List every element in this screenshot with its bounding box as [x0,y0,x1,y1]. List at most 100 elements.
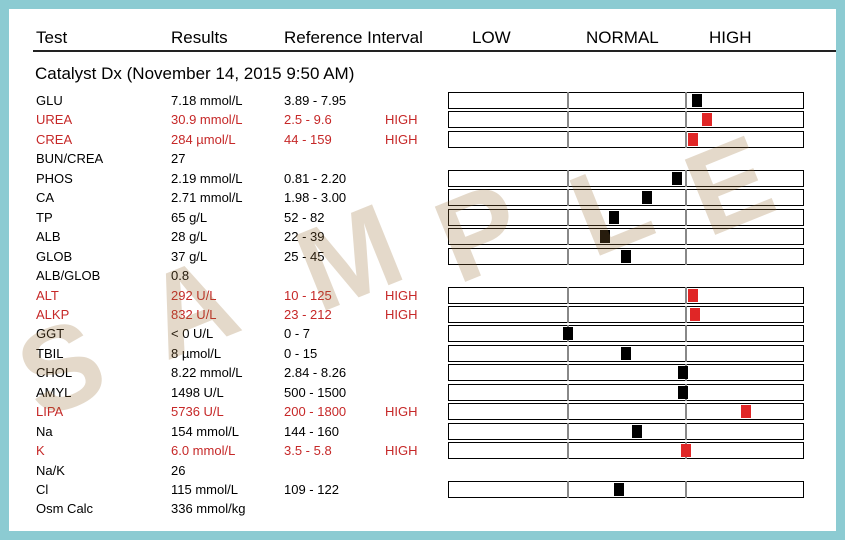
test-result: 1498 U/L [171,384,224,400]
table-row: LIPA 5736 U/L 200 - 1800 HIGH [9,402,836,421]
test-result: < 0 U/L [171,326,214,342]
result-marker [741,405,752,419]
test-name: ALB [36,229,61,245]
column-header-test: Test [36,28,68,47]
table-row: TBIL 8 µmol/L 0 - 15 [9,344,836,363]
range-bar [448,305,804,323]
table-row: TP 65 g/L 52 - 82 [9,208,836,227]
table-row: ALKP 832 U/L 23 - 212 HIGH [9,305,836,324]
column-header-results: Results [171,28,228,47]
range-divider [685,481,687,498]
flag-label: HIGH [385,404,418,420]
range-bar [448,247,804,265]
header-divider [33,50,836,52]
range-divider [685,92,687,109]
range-divider [685,228,687,246]
flag-label: HIGH [385,306,418,322]
test-result: 154 mmol/L [171,423,239,439]
table-row: K 6.0 mmol/L 3.5 - 5.8 HIGH [9,441,836,460]
test-result: 6.0 mmol/L [171,443,236,459]
reference-interval: 22 - 39 [284,229,325,245]
range-bar [448,403,804,421]
table-row: GLOB 37 g/L 25 - 45 [9,247,836,266]
result-marker [672,171,683,185]
range-divider [685,344,687,362]
reference-interval: 0.81 - 2.20 [284,170,347,186]
range-bar [448,422,804,440]
test-name: Osm Calc [36,501,94,517]
range-bar [448,169,804,187]
lab-report: Test Results Reference Interval LOW NORM… [9,9,836,531]
range-divider [567,403,569,421]
table-row: BUN/CREA 27 [9,149,836,168]
range-bar [448,208,804,226]
test-name: UREA [36,112,73,128]
range-divider [567,364,569,382]
result-marker [631,424,642,438]
flag-label: HIGH [385,131,418,147]
test-name: ALKP [36,306,70,322]
test-result: 115 mmol/L [171,482,238,497]
reference-interval: 0 - 7 [284,326,311,342]
reference-interval: 52 - 82 [284,209,325,225]
test-name: CHOL [36,365,73,381]
range-divider [685,403,687,421]
table-row: UREA 30.9 mmol/L 2.5 - 9.6 HIGH [9,110,836,129]
range-divider [685,247,687,265]
column-header-high: HIGH [709,28,752,47]
result-marker [681,444,692,458]
range-divider [567,169,569,187]
reference-interval: 25 - 45 [284,248,325,264]
test-name: ALT [36,287,59,303]
test-name: ALB/GLOB [36,268,101,284]
test-name: K [36,443,45,459]
test-result: 5736 U/L [171,404,224,420]
reference-interval: 200 - 1800 [284,404,347,420]
range-bar [448,344,804,362]
test-name: GLOB [36,248,73,264]
test-result: 8.22 mmol/L [171,365,243,381]
range-bar [448,383,804,401]
test-name: GLU [36,93,63,108]
range-bar [448,189,804,207]
range-divider [685,305,687,323]
result-marker [621,249,631,263]
result-marker [702,113,713,127]
range-divider [567,92,569,109]
reference-interval: 500 - 1500 [284,384,347,400]
test-name: PHOS [36,170,73,186]
test-name: Na/K [36,462,65,478]
flag-label: HIGH [385,112,418,128]
test-name: CREA [36,131,73,147]
test-name: CA [36,190,55,206]
test-result: 832 U/L [171,306,217,322]
range-bar [448,130,804,148]
range-divider [567,344,569,362]
range-divider [685,189,687,207]
range-divider [685,325,687,343]
range-bar [448,228,804,246]
range-divider [567,442,569,460]
result-marker [608,210,619,224]
test-name: GGT [36,326,65,342]
table-row: ALB/GLOB 0.8 [9,266,836,285]
column-header-low: LOW [472,28,511,47]
result-marker [613,483,624,496]
reference-interval: 0 - 15 [284,345,318,361]
test-result: 336 mmol/kg [171,501,246,517]
test-name: Na [36,423,53,439]
table-row: Na 154 mmol/L 144 - 160 [9,422,836,441]
table-row: Cl 115 mmol/L 109 - 122 [9,480,836,499]
test-name: LIPA [36,404,64,420]
table-row: CHOL 8.22 mmol/L 2.84 - 8.26 [9,363,836,382]
reference-interval: 44 - 159 [284,131,332,147]
result-marker [690,307,701,321]
reference-interval: 2.5 - 9.6 [284,112,332,128]
reference-interval: 2.84 - 8.26 [284,365,347,381]
range-divider [685,169,687,187]
test-name: TP [36,209,53,225]
range-divider [685,422,687,440]
column-header-normal: NORMAL [586,28,659,47]
panel-title: Catalyst Dx (November 14, 2015 9:50 AM) [35,64,355,83]
range-divider [567,247,569,265]
